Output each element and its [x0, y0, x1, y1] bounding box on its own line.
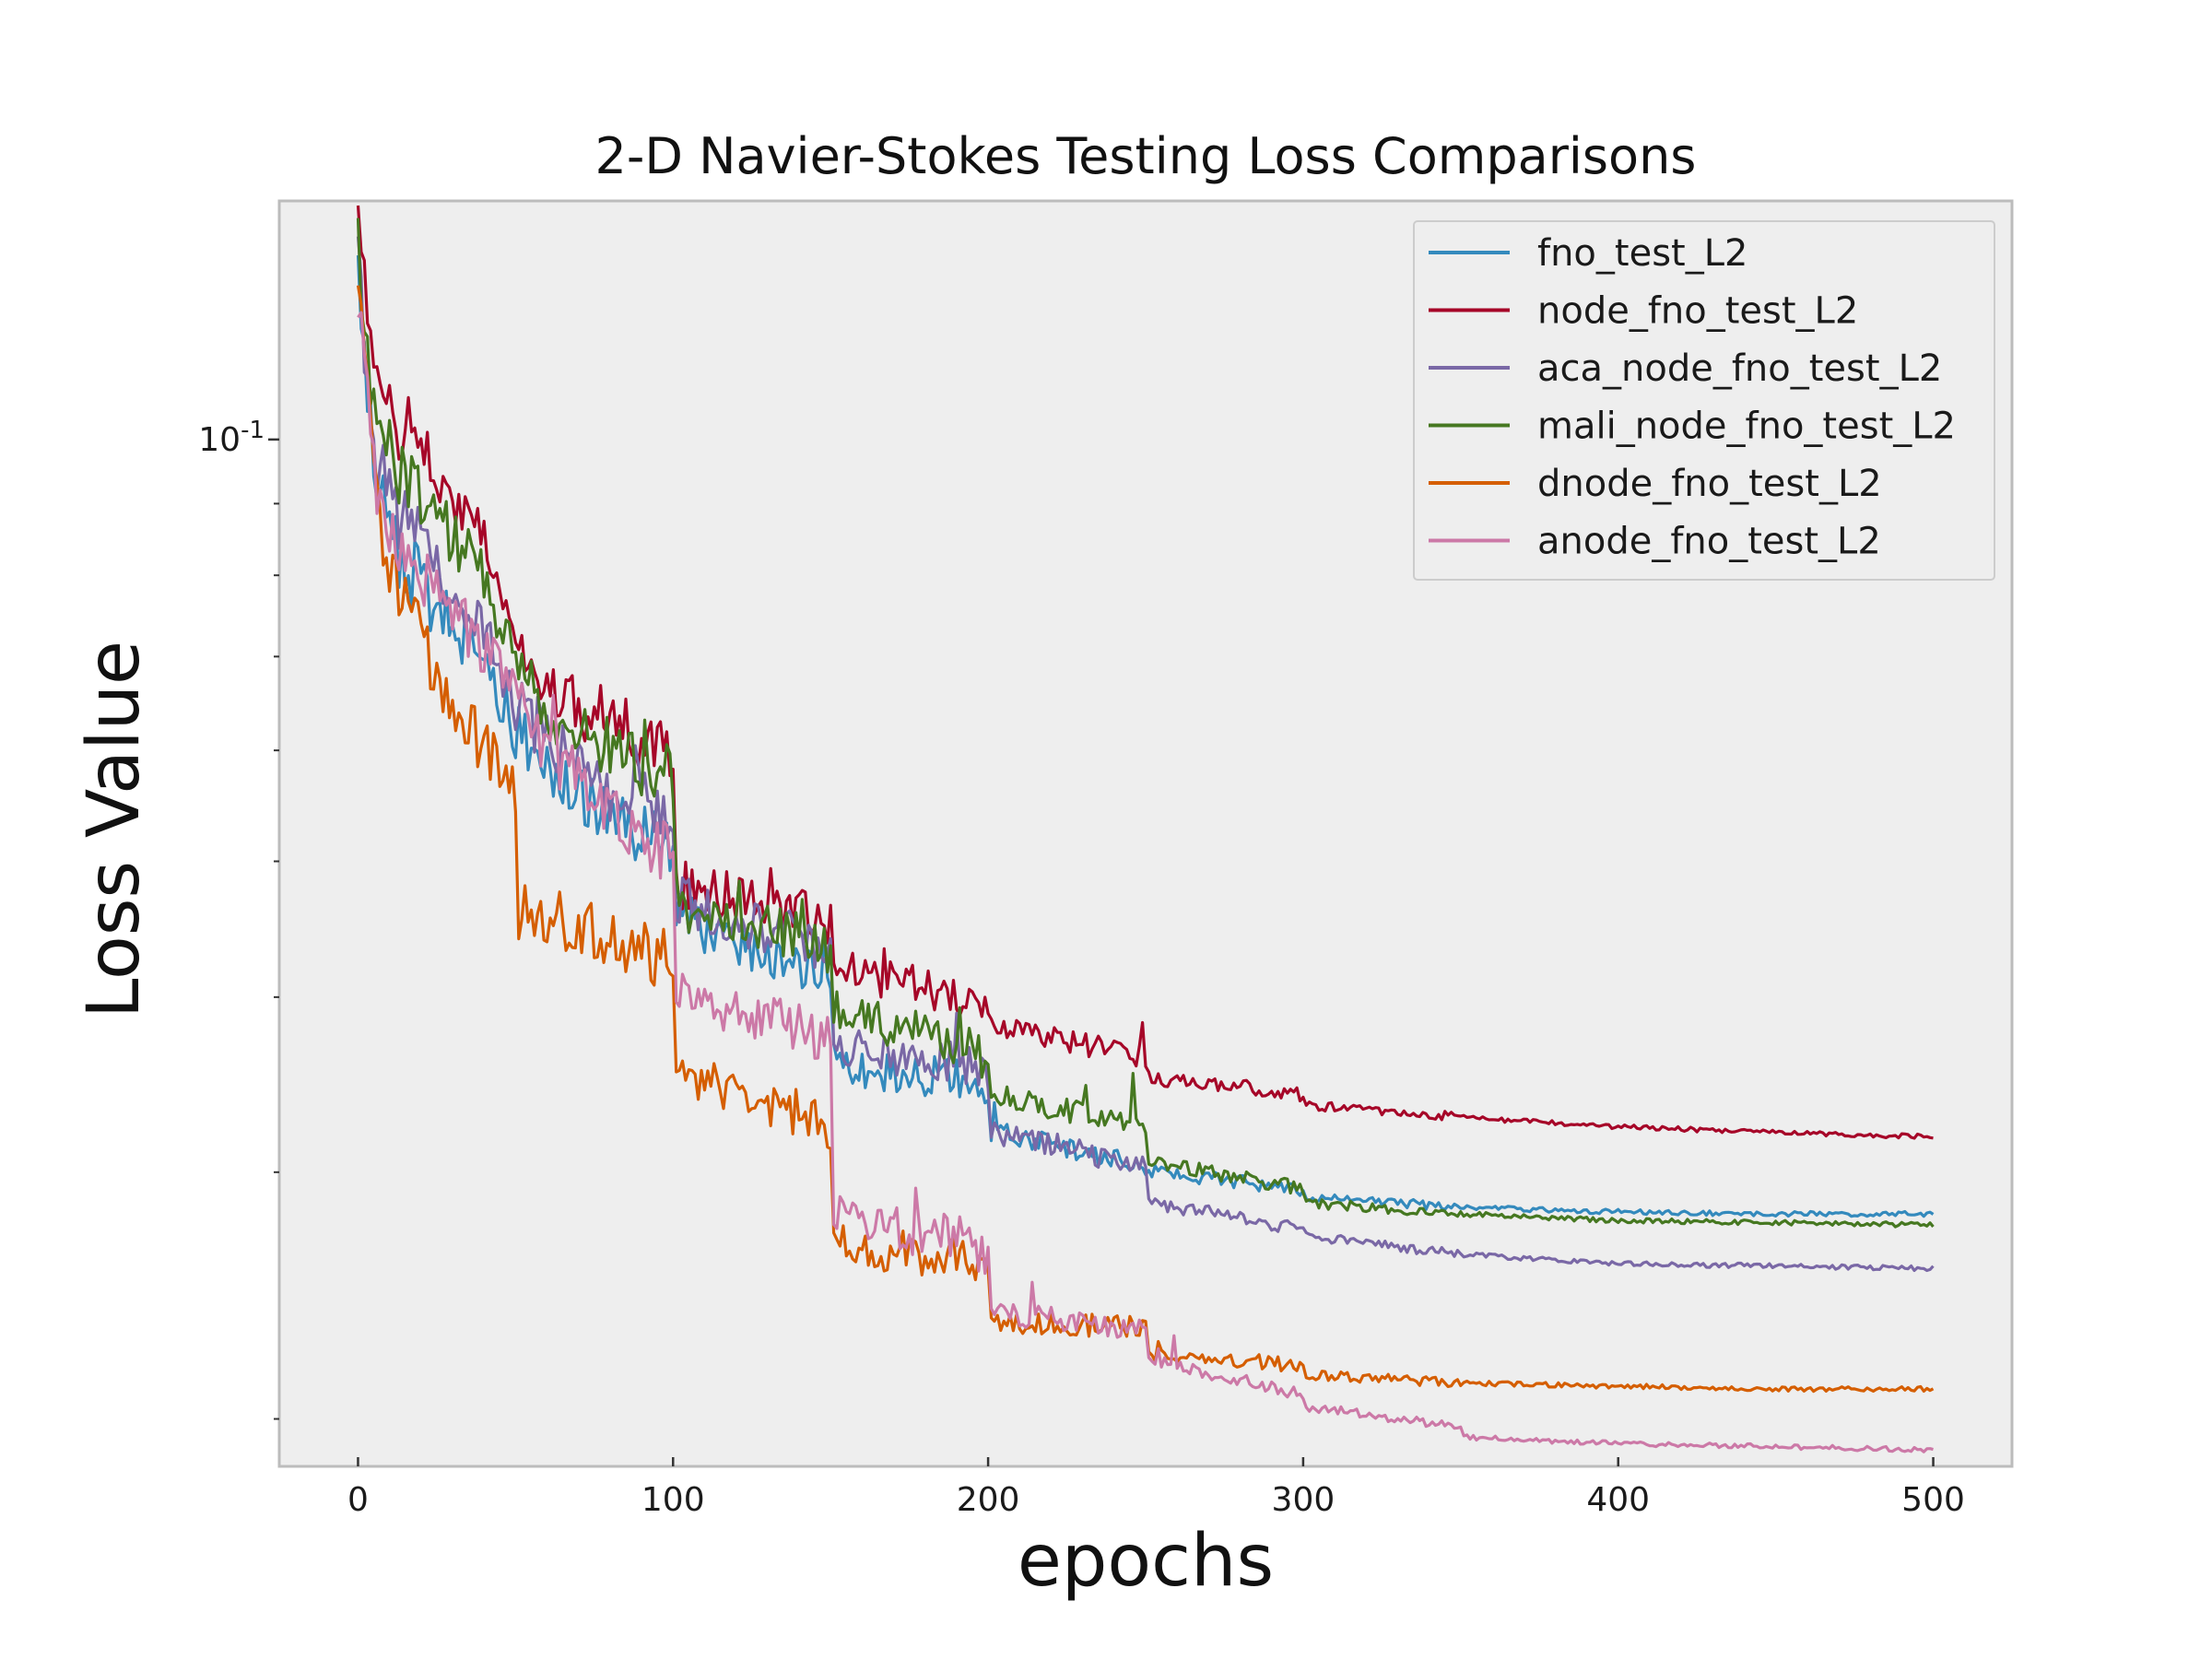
- y-axis: 10-1: [198, 417, 279, 1420]
- x-tick-label: 300: [1272, 1481, 1335, 1519]
- chart-title: 2-D Navier-Stokes Testing Loss Compariso…: [595, 127, 1697, 185]
- legend-label: fno_test_L2: [1537, 232, 1747, 275]
- x-tick-label: 500: [1901, 1481, 1965, 1519]
- y-axis-label: Loss Value: [73, 641, 156, 1018]
- legend-label: mali_node_fno_test_L2: [1537, 406, 1956, 448]
- legend-label: aca_node_fno_test_L2: [1537, 347, 1942, 390]
- legend: fno_test_L2 node_fno_test_L2 aca_node_fno_…: [1413, 220, 1995, 581]
- series-group: [356, 205, 1935, 1453]
- series-line-node_fno_test_L2: [356, 205, 1934, 1140]
- legend-label: anode_fno_test_L2: [1537, 521, 1881, 563]
- series-line-mali_node_fno_test_L2: [356, 218, 1935, 1229]
- x-tick-label: 100: [641, 1481, 705, 1519]
- series-line-anode_fno_test_L2: [357, 311, 1934, 1453]
- x-tick-label: 200: [957, 1481, 1020, 1519]
- legend-box: [1413, 220, 1995, 581]
- legend-label: node_fno_test_L2: [1537, 290, 1858, 333]
- x-axis: 0 100 200 300 400 500: [347, 1457, 1965, 1519]
- x-tick-label: 400: [1586, 1481, 1650, 1519]
- series-line-dnode_fno_test_L2: [356, 285, 1935, 1394]
- y-tick-label: 10-1: [198, 417, 265, 459]
- x-axis-label: epochs: [1018, 1520, 1274, 1603]
- x-tick-label: 0: [347, 1481, 369, 1519]
- plot-frame: [277, 199, 2014, 1468]
- series-line-aca_node_fno_test_L2: [356, 236, 1935, 1273]
- legend-label: dnode_fno_test_L2: [1537, 463, 1882, 505]
